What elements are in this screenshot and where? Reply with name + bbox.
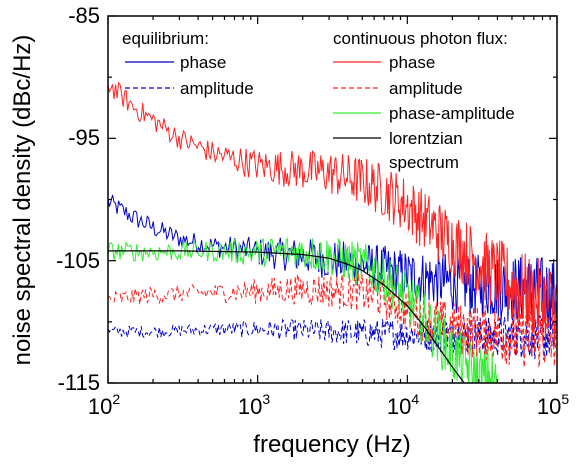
x-tick-labels: 102 103 104 105 xyxy=(88,391,569,419)
legend-label-spectrum: spectrum xyxy=(389,153,459,172)
x-tick-base: 10 xyxy=(238,394,262,419)
y-tick-label: -85 xyxy=(68,3,100,28)
x-tick-exp: 2 xyxy=(112,391,120,407)
y-tick-label: -95 xyxy=(68,125,100,150)
legend-label-lorentzian: lorentzian xyxy=(389,129,463,148)
x-tick-exp: 3 xyxy=(262,391,270,407)
legend-label-cf-phase-amplitude: phase-amplitude xyxy=(389,104,515,123)
x-tick-exp: 4 xyxy=(411,391,419,407)
y-tick-labels: -115 -105 -95 -85 xyxy=(56,3,100,395)
legend-label-eq-phase: phase xyxy=(180,53,226,72)
series-line-amplitude-1 xyxy=(108,314,557,360)
x-tick-base: 10 xyxy=(537,394,561,419)
tick-marks xyxy=(107,15,558,384)
legend-label-cf-phase: phase xyxy=(389,53,435,72)
x-tick-label: 102 xyxy=(88,391,120,419)
x-tick-label: 103 xyxy=(238,391,270,419)
series-line-phase-2 xyxy=(108,81,557,348)
series-layer xyxy=(108,81,557,383)
legend-header-equilibrium: equilibrium: xyxy=(122,29,209,48)
x-axis-title: frequency (Hz) xyxy=(253,431,410,458)
legend: equilibrium: phase amplitude continuous … xyxy=(122,29,515,172)
legend-label-cf-amplitude: amplitude xyxy=(389,79,463,98)
series-line-phase-amplitude-4 xyxy=(108,237,498,383)
series-line-amplitude-3 xyxy=(108,273,557,368)
y-axis-title: noise spectral density (dBc/Hz) xyxy=(9,35,36,366)
series-line-lorentzian-spectrum-5 xyxy=(108,250,465,383)
x-tick-base: 10 xyxy=(88,394,112,419)
y-tick-label: -105 xyxy=(56,248,100,273)
x-tick-label: 104 xyxy=(387,391,419,419)
x-tick-base: 10 xyxy=(387,394,411,419)
x-tick-label: 105 xyxy=(537,391,569,419)
x-tick-exp: 5 xyxy=(561,391,569,407)
legend-header-continuous: continuous photon flux: xyxy=(333,29,508,48)
legend-label-eq-amplitude: amplitude xyxy=(180,79,254,98)
y-tick-label: -115 xyxy=(58,370,100,395)
